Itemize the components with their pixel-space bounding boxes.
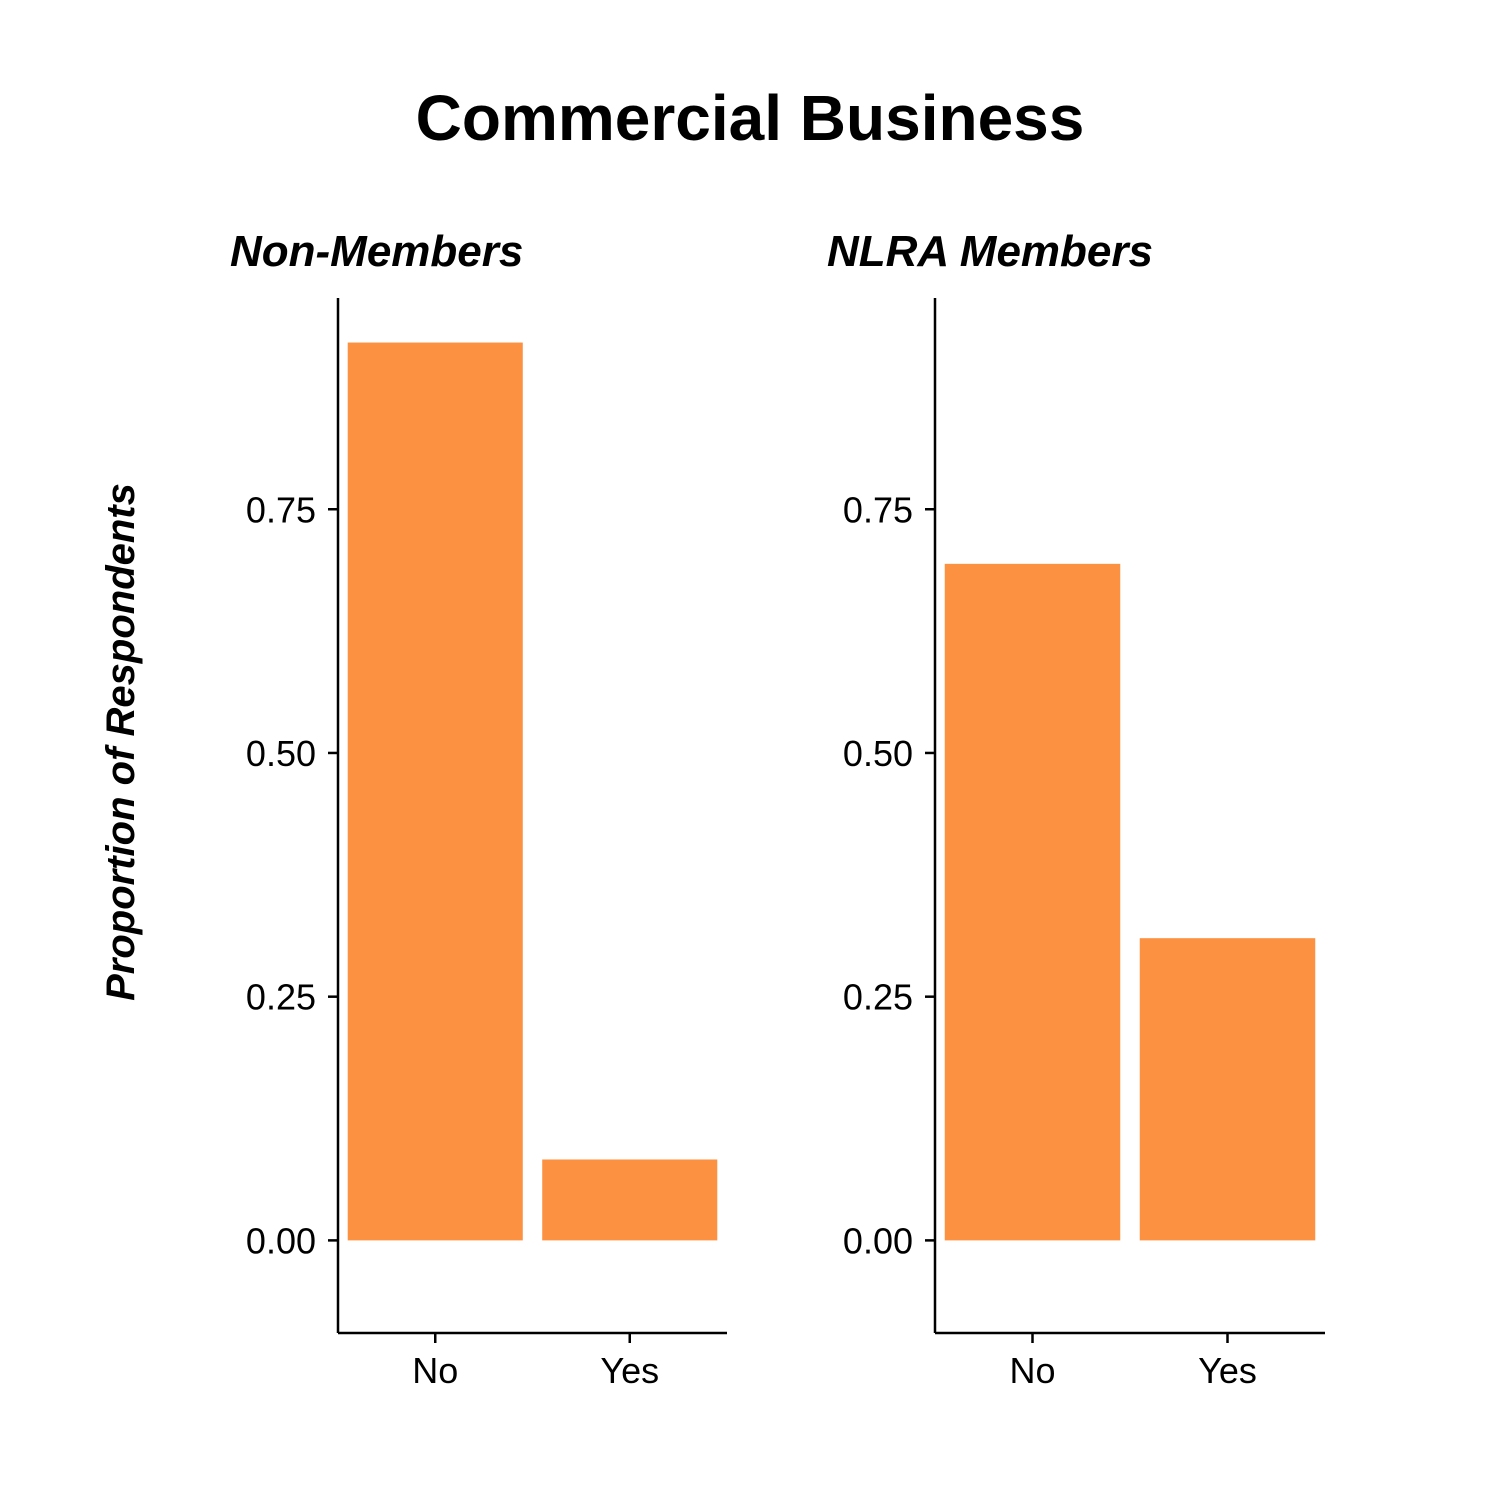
bar-no <box>347 342 523 1241</box>
y-tick-label: 0.25 <box>246 977 316 1018</box>
x-tick-label: No <box>412 1350 458 1391</box>
x-tick-label: Yes <box>1198 1350 1257 1391</box>
chart-title: Commercial Business <box>416 82 1085 154</box>
panels: Non-Members 0.00 0.25 0.50 0.75 No Yes NLRA Mem… <box>230 227 1325 1391</box>
y-tick-label: 0.00 <box>843 1220 913 1261</box>
bar-yes <box>542 1159 718 1241</box>
bar-no <box>944 563 1121 1241</box>
y-tick-label: 0.75 <box>246 489 316 530</box>
panel-title: Non-Members <box>230 227 523 276</box>
y-tick-label: 0.50 <box>843 733 913 774</box>
y-tick-label: 0.50 <box>246 733 316 774</box>
bar-yes <box>1139 938 1316 1241</box>
y-tick-label: 0.00 <box>246 1220 316 1261</box>
x-tick-label: Yes <box>600 1350 659 1391</box>
panel-title: NLRA Members <box>827 227 1153 276</box>
x-tick-label: No <box>1009 1350 1055 1391</box>
y-axis-label: Proportion of Respondents <box>99 483 143 1001</box>
y-tick-label: 0.25 <box>843 977 913 1018</box>
y-tick-label: 0.75 <box>843 489 913 530</box>
